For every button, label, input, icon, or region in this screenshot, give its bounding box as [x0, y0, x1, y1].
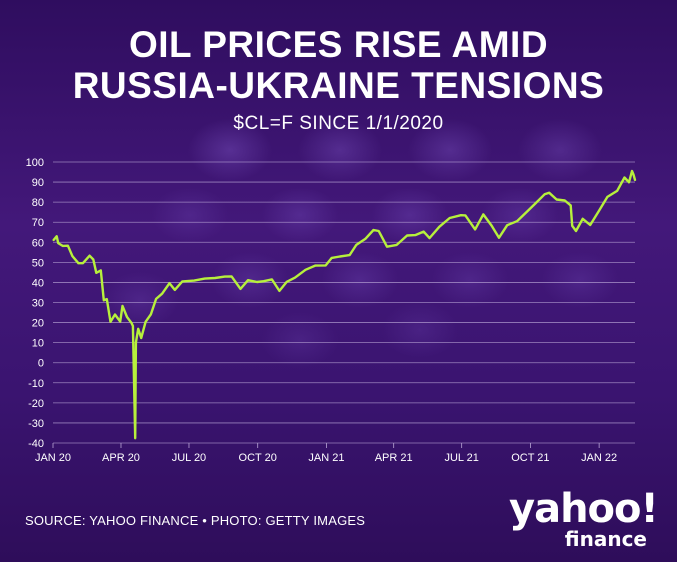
y-tick-label: 50: [32, 257, 44, 269]
chart-title: OIL PRICES RISE AMID RUSSIA-UKRAINE TENS…: [0, 24, 677, 106]
y-tick-label: 30: [32, 298, 44, 310]
x-tick-label: OCT 20: [239, 452, 277, 464]
x-tick-label: APR 21: [375, 452, 413, 464]
x-tick-label: JAN 20: [35, 452, 71, 464]
y-tick-label: 70: [32, 217, 44, 229]
title-line-2: RUSSIA-UKRAINE TENSIONS: [72, 65, 605, 106]
y-tick-label: -30: [28, 418, 44, 430]
x-tick-label: APR 20: [102, 452, 140, 464]
chart-subtitle: $CL=F SINCE 1/1/2020: [233, 113, 444, 134]
logo-sub-text: finance: [564, 527, 647, 551]
price-series-line: [52, 169, 637, 440]
y-tick-label: 40: [32, 277, 44, 289]
y-tick-label: 60: [32, 237, 44, 249]
yahoo-finance-logo: yahoo! finance: [509, 486, 659, 551]
y-tick-label: -40: [28, 438, 44, 450]
y-tick-label: 80: [32, 197, 44, 209]
y-tick-label: 20: [32, 318, 44, 330]
x-tick-label: JUL 21: [444, 452, 478, 464]
y-tick-label: 0: [38, 358, 44, 370]
y-tick-label: 10: [32, 338, 44, 350]
x-tick-label: JUL 20: [172, 452, 206, 464]
x-tick-label: JAN 22: [581, 452, 617, 464]
source-credit: SOURCE: YAHOO FINANCE • PHOTO: GETTY IMA…: [25, 513, 366, 528]
x-tick-label: JAN 21: [308, 452, 344, 464]
title-line-1: OIL PRICES RISE AMID: [128, 24, 549, 65]
y-tick-label: 90: [32, 177, 44, 189]
x-tick-label: OCT 21: [511, 452, 549, 464]
logo-main-text: yahoo!: [509, 486, 659, 532]
y-tick-label: -10: [28, 378, 44, 390]
y-tick-label: -20: [28, 398, 44, 410]
y-tick-label: 100: [26, 157, 44, 169]
